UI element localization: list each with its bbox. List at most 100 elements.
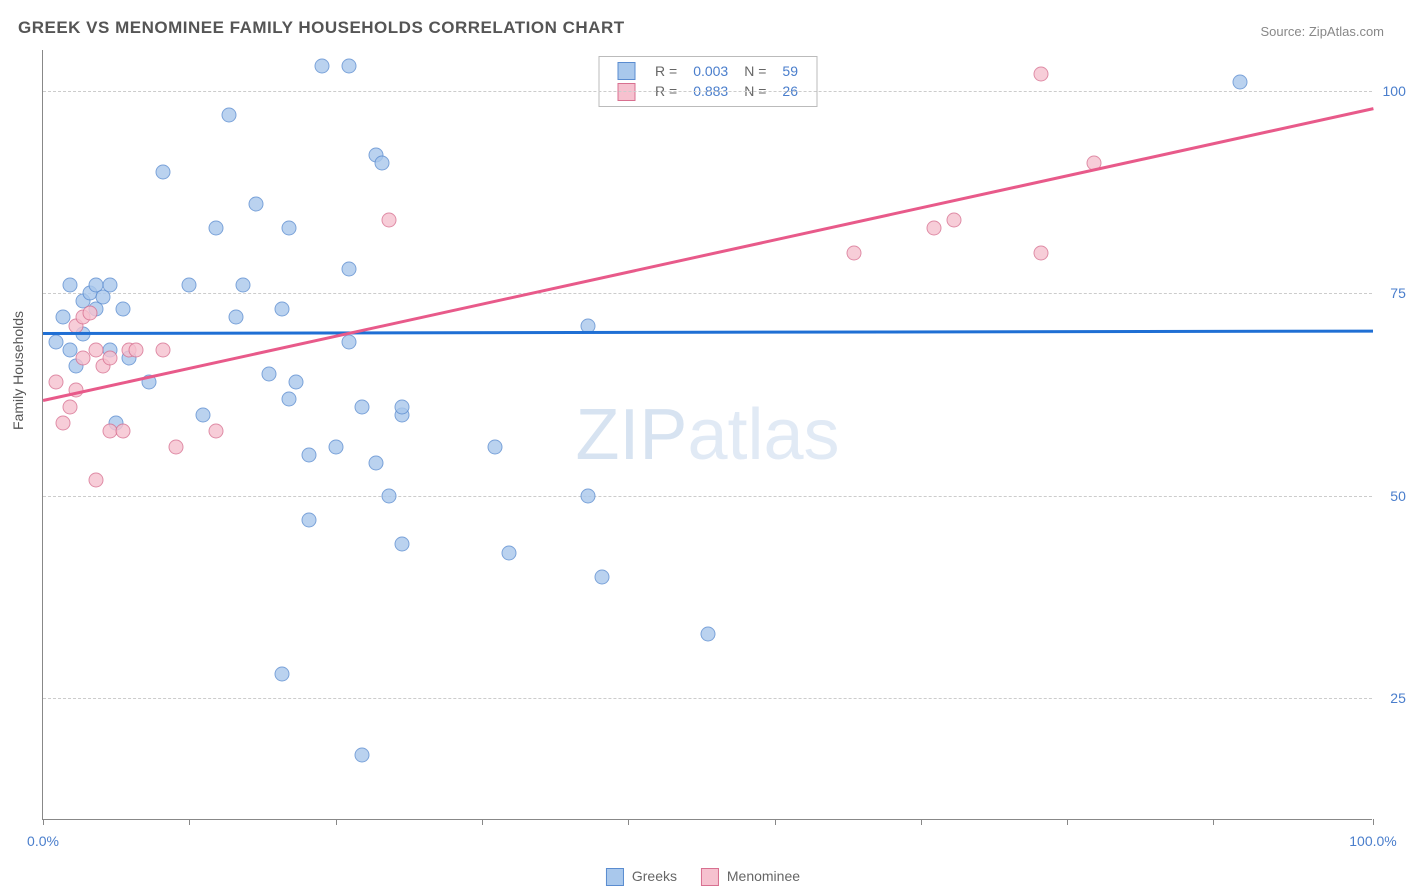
y-tick-label: 75.0% (1378, 285, 1406, 301)
point-greeks (328, 440, 343, 455)
point-greeks (182, 278, 197, 293)
legend-r-label: R = (647, 61, 685, 81)
point-greeks (341, 59, 356, 74)
point-greeks (701, 626, 716, 641)
x-tick-mark (336, 819, 337, 825)
x-tick-label: 0.0% (27, 833, 59, 849)
point-greeks (355, 399, 370, 414)
point-greeks (262, 367, 277, 382)
x-tick-mark (628, 819, 629, 825)
point-greeks (275, 667, 290, 682)
legend-series: Greeks Menominee (606, 868, 800, 886)
point-greeks (208, 221, 223, 236)
y-tick-label: 100.0% (1378, 83, 1406, 99)
legend-item-menominee: Menominee (701, 868, 800, 886)
x-tick-mark (775, 819, 776, 825)
legend-label: Menominee (727, 868, 800, 884)
point-greeks (302, 513, 317, 528)
point-greeks (235, 278, 250, 293)
source-label: Source: ZipAtlas.com (1260, 24, 1384, 39)
swatch-greeks (617, 62, 635, 80)
point-greeks (341, 334, 356, 349)
x-tick-mark (1067, 819, 1068, 825)
x-tick-mark (1373, 819, 1374, 825)
point-greeks (581, 488, 596, 503)
watermark: ZIPatlas (575, 394, 839, 476)
swatch-greeks (606, 868, 624, 886)
point-menominee (129, 342, 144, 357)
chart-title: GREEK VS MENOMINEE FAMILY HOUSEHOLDS COR… (18, 18, 625, 38)
x-tick-mark (189, 819, 190, 825)
point-menominee (55, 415, 70, 430)
x-tick-mark (921, 819, 922, 825)
point-menominee (115, 423, 130, 438)
point-menominee (102, 351, 117, 366)
point-greeks (155, 164, 170, 179)
plot-area: ZIPatlas R =0.003N =59R =0.883N =26 25.0… (43, 50, 1372, 819)
point-menominee (947, 213, 962, 228)
point-menominee (82, 306, 97, 321)
legend-row-greeks: R =0.003N =59 (609, 61, 806, 81)
x-tick-mark (1213, 819, 1214, 825)
point-greeks (341, 261, 356, 276)
point-greeks (368, 456, 383, 471)
legend-n-value: 59 (774, 61, 806, 81)
point-menominee (49, 375, 64, 390)
point-greeks (315, 59, 330, 74)
swatch-menominee (617, 83, 635, 101)
point-greeks (282, 221, 297, 236)
point-greeks (355, 748, 370, 763)
x-tick-mark (482, 819, 483, 825)
point-menominee (155, 342, 170, 357)
legend-r-value: 0.003 (685, 61, 736, 81)
point-greeks (488, 440, 503, 455)
legend-item-greeks: Greeks (606, 868, 677, 886)
gridline (43, 91, 1372, 92)
point-menominee (62, 399, 77, 414)
legend-label: Greeks (632, 868, 677, 884)
point-greeks (115, 302, 130, 317)
point-greeks (222, 107, 237, 122)
point-menominee (381, 213, 396, 228)
point-greeks (248, 197, 263, 212)
point-greeks (381, 488, 396, 503)
gridline (43, 293, 1372, 294)
point-menominee (1033, 245, 1048, 260)
point-greeks (288, 375, 303, 390)
legend-correlation: R =0.003N =59R =0.883N =26 (598, 56, 817, 107)
point-greeks (395, 399, 410, 414)
point-menominee (927, 221, 942, 236)
point-menominee (89, 472, 104, 487)
y-axis-label: Family Households (10, 311, 26, 430)
watermark-thin: atlas (687, 395, 839, 475)
plot-frame: ZIPatlas R =0.003N =59R =0.883N =26 25.0… (42, 50, 1372, 820)
point-greeks (395, 537, 410, 552)
gridline (43, 496, 1372, 497)
y-tick-label: 50.0% (1378, 488, 1406, 504)
point-greeks (275, 302, 290, 317)
x-tick-label: 100.0% (1349, 833, 1396, 849)
point-menominee (75, 351, 90, 366)
point-greeks (1233, 75, 1248, 90)
watermark-bold: ZIP (575, 395, 687, 475)
trend-menominee (43, 107, 1374, 401)
point-menominee (847, 245, 862, 260)
point-greeks (375, 156, 390, 171)
point-greeks (302, 448, 317, 463)
point-greeks (501, 545, 516, 560)
legend-n-label: N = (736, 61, 774, 81)
gridline (43, 698, 1372, 699)
point-greeks (195, 407, 210, 422)
point-greeks (102, 278, 117, 293)
swatch-menominee (701, 868, 719, 886)
y-tick-label: 25.0% (1378, 690, 1406, 706)
point-greeks (62, 278, 77, 293)
x-tick-mark (43, 819, 44, 825)
point-menominee (1033, 67, 1048, 82)
point-menominee (169, 440, 184, 455)
trend-greeks (43, 330, 1373, 335)
point-greeks (228, 310, 243, 325)
point-menominee (208, 423, 223, 438)
point-greeks (282, 391, 297, 406)
point-greeks (594, 569, 609, 584)
